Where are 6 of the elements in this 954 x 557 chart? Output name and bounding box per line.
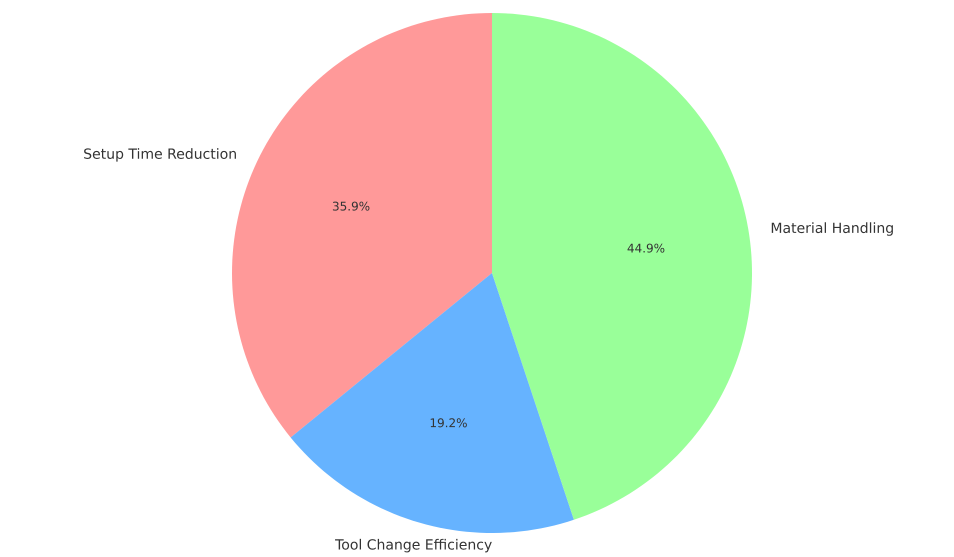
slice-label: Material Handling [772,222,893,236]
slice-label: Tool Change Efficiency [335,538,492,552]
data-label: 35.9% [332,202,370,211]
data-label: 19.2% [430,418,467,428]
data-label: 44.9% [628,244,664,253]
slice-label: Setup Time Reduction [84,148,236,162]
